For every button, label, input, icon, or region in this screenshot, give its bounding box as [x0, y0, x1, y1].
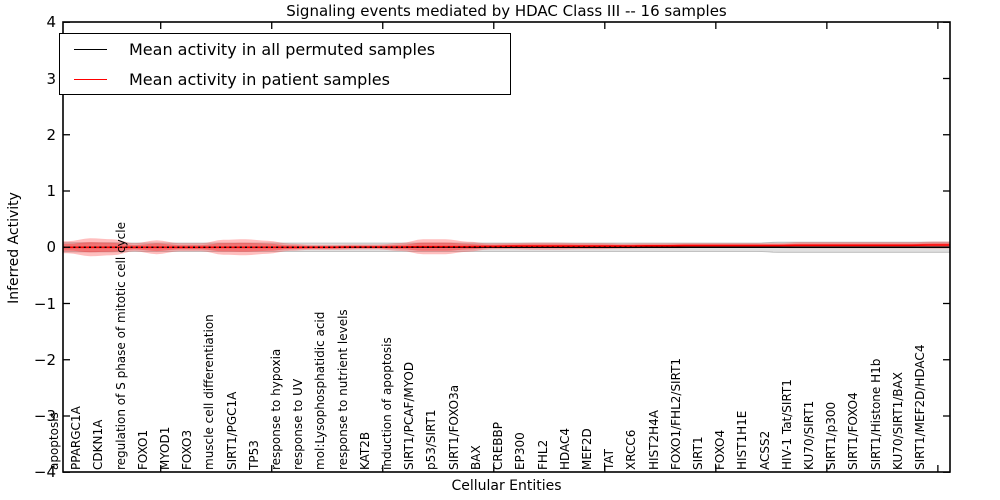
x-tick-label: FOXO1/FHL2/SIRT1	[668, 357, 683, 470]
x-tick-label: response to hypoxia	[269, 348, 284, 470]
x-tick-label: KU70/SIRT1	[801, 400, 816, 470]
legend-item-patient: Mean activity in patient samples	[60, 65, 510, 93]
x-tick-label: HIV-1 Tat/SIRT1	[779, 379, 794, 470]
x-tick-label: MYOD1	[158, 426, 173, 470]
y-tick-label: −3	[33, 407, 56, 425]
y-tick-label: −2	[33, 350, 56, 369]
x-tick-label: TAT	[602, 448, 617, 470]
y-tick-label: 3	[46, 69, 56, 88]
legend-line-black	[74, 48, 107, 50]
x-tick-label: response to UV	[291, 378, 306, 470]
x-tick-label: SIRT1/PGC1A	[224, 391, 239, 470]
x-tick-label: FOXO3	[180, 429, 195, 470]
x-tick-label: FOXO1	[135, 429, 150, 470]
x-tick-label: HDAC4	[557, 427, 572, 470]
x-tick-label: CDKN1A	[91, 419, 106, 470]
legend-label-permuted: Mean activity in all permuted samples	[129, 39, 436, 59]
y-tick-label: −1	[33, 294, 56, 313]
x-axis-label: Cellular Entities	[451, 478, 562, 494]
x-tick-label: mol:Lysophosphatidic acid	[313, 311, 328, 470]
x-tick-label: apoptosis	[47, 412, 61, 470]
x-tick-label: muscle cell differentiation	[202, 314, 217, 470]
x-tick-label: SIRT1/FOXO4	[846, 392, 861, 470]
y-tick-label: 0	[46, 238, 56, 257]
x-tick-label: SIRT1/MEF2D/HDAC4	[912, 344, 927, 470]
x-tick-label: SIRT1/FOXO3a	[446, 384, 461, 470]
chart-title: Signaling events mediated by HDAC Class …	[286, 2, 727, 20]
legend-line-red	[74, 78, 107, 80]
x-tick-label: p53/SIRT1	[424, 409, 439, 470]
legend-item-permuted: Mean activity in all permuted samples	[60, 35, 510, 63]
x-tick-label: regulation of S phase of mitotic cell cy…	[113, 222, 128, 470]
x-tick-label: response to nutrient levels	[335, 309, 350, 470]
legend: Mean activity in all permuted samples Me…	[59, 33, 511, 95]
y-tick-label: −4	[33, 463, 56, 482]
x-tick-label: BAX	[468, 445, 483, 470]
x-tick-label: FHL2	[535, 439, 550, 470]
x-tick-label: ACSS2	[757, 430, 772, 470]
x-tick-label: HIST1H1E	[735, 410, 750, 470]
x-tick-label: MEF2D	[579, 428, 594, 470]
x-tick-label: SIRT1/PCAF/MYOD	[402, 361, 417, 470]
x-tick-label: SIRT1	[690, 436, 705, 470]
x-tick-label: PPARGC1A	[69, 406, 84, 470]
y-tick-label: 4	[46, 13, 56, 32]
x-tick-label: SIRT1/Histone H1b	[868, 358, 883, 470]
x-tick-label: EP300	[513, 432, 528, 470]
x-tick-label: induction of apoptosis	[380, 337, 395, 470]
x-tick-label: XRCC6	[624, 429, 639, 470]
x-tick-label: TP53	[246, 440, 261, 470]
x-tick-label: SIRT1/p300	[824, 401, 839, 470]
y-tick-label: 2	[46, 125, 56, 144]
x-tick-label: HIST2H4A	[646, 409, 661, 470]
x-tick-label: KAT2B	[357, 431, 372, 470]
x-tick-label: KU70/SIRT1/BAX	[890, 372, 905, 470]
legend-label-patient: Mean activity in patient samples	[129, 69, 390, 89]
x-tick-label: CREBBP	[491, 422, 506, 470]
y-tick-label: 1	[46, 182, 56, 200]
x-tick-label: FOXO4	[713, 429, 728, 470]
